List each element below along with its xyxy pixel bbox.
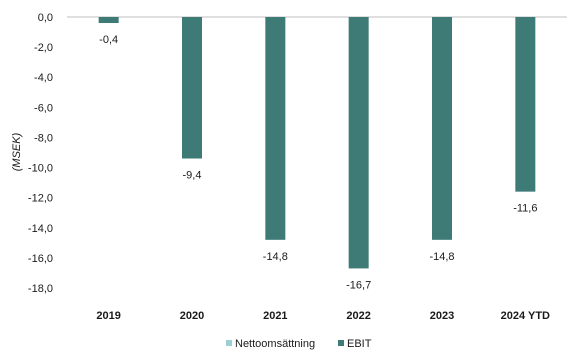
x-tick-label: 2024 YTD — [501, 310, 550, 322]
y-tick-label: -2,0 — [34, 42, 53, 54]
legend-swatch-ebit — [338, 340, 344, 346]
legend-label-nettoomsattning: Nettoomsättning — [235, 338, 315, 350]
data-label: -14,8 — [263, 251, 288, 263]
data-labels: -0,4 -9,4 -14,8 -16,7 -14,8 -11,6 — [99, 34, 537, 291]
legend-label-ebit: EBIT — [347, 338, 372, 350]
bar-series-ebit — [98, 17, 536, 269]
bar-ebit-2019 — [98, 17, 119, 24]
y-tick-label: -4,0 — [34, 72, 53, 84]
bar-ebit-2020 — [182, 17, 202, 159]
y-tick-label: -8,0 — [34, 132, 53, 144]
x-tick-label: 2019 — [96, 310, 120, 322]
y-tick-label: -16,0 — [28, 253, 53, 265]
bar-ebit-2023 — [432, 17, 452, 240]
y-tick-label: 0,0 — [38, 12, 53, 24]
y-tick-label: -12,0 — [28, 193, 53, 205]
x-tick-label: 2022 — [346, 310, 370, 322]
legend: Nettoomsättning EBIT — [226, 338, 372, 350]
y-axis: 0,0 -2,0 -4,0 -6,0 -8,0 -10,0 -12,0 -14,0 -16,0 -… — [28, 12, 53, 295]
x-tick-label: 2021 — [263, 310, 287, 322]
y-axis-title: (MSEK) — [11, 132, 23, 171]
bar-ebit-2024-ytd — [515, 17, 536, 192]
y-tick-label: -6,0 — [34, 102, 53, 114]
x-tick-label: 2023 — [430, 310, 454, 322]
y-tick-label: -18,0 — [28, 283, 53, 295]
y-tick-label: -14,0 — [28, 223, 53, 235]
bar-ebit-2022 — [348, 17, 369, 269]
data-label: -11,6 — [513, 203, 537, 215]
x-axis: 2019 2020 2021 2022 2023 2024 YTD — [96, 310, 550, 322]
data-label: -0,4 — [99, 34, 118, 46]
x-tick-label: 2020 — [180, 310, 204, 322]
bar-ebit-2021 — [265, 17, 286, 240]
data-label: -14,8 — [429, 251, 454, 263]
data-label: -16,7 — [346, 279, 371, 291]
data-label: -9,4 — [183, 170, 202, 182]
legend-swatch-nettoomsattning — [226, 340, 232, 346]
y-tick-label: -10,0 — [28, 163, 53, 175]
